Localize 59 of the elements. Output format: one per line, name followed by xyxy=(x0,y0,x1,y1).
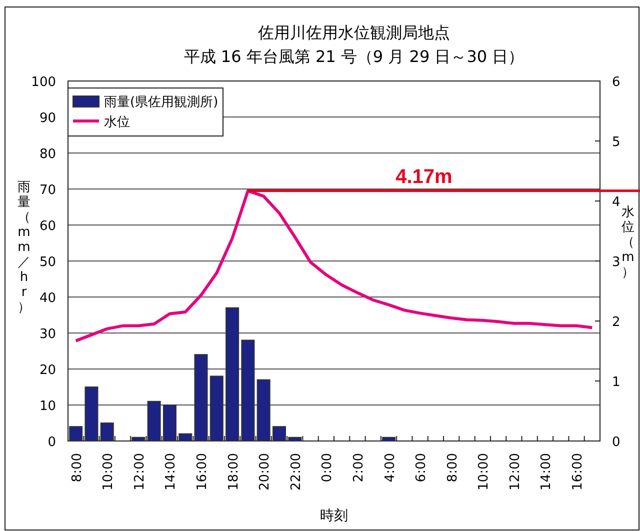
x-tick-label: 0:00 xyxy=(320,453,336,482)
text: 雨量（mm／hr） xyxy=(18,180,30,315)
x-tick-label: 22:00 xyxy=(288,453,304,490)
y-tick-label: 20 xyxy=(39,363,56,378)
legend-label: 水位 xyxy=(104,115,130,130)
chart-title: 佐用川佐用水位観測局地点 xyxy=(258,23,450,42)
y-tick-label: 30 xyxy=(39,327,56,342)
x-tick-label: 12:00 xyxy=(508,453,523,490)
y2-tick-label: 1 xyxy=(612,375,620,390)
x-tick-label: 6:00 xyxy=(414,453,430,482)
y-tick-label: 90 xyxy=(39,111,56,126)
x-tick-label: 18:00 xyxy=(226,453,242,490)
bar xyxy=(272,426,286,442)
bar xyxy=(84,386,98,442)
y-tick-label: 10 xyxy=(39,399,56,414)
y-tick-label: 0 xyxy=(48,435,56,450)
x-tick-label: 8:00 xyxy=(70,453,85,482)
x-tick-label: 4:00 xyxy=(382,453,398,482)
bar xyxy=(241,340,255,442)
y-tick-label: 40 xyxy=(39,291,56,306)
y2-tick-label: 6 xyxy=(612,75,620,90)
chart-subtitle: 平成 16 年台風第 21 号（9 月 29 日～30 日） xyxy=(184,47,524,66)
x-tick-label: 20:00 xyxy=(258,453,273,490)
bar xyxy=(162,404,176,442)
x-tick-label: 16:00 xyxy=(570,453,586,490)
x-tick-label: 16:00 xyxy=(195,453,210,490)
line-series xyxy=(74,189,594,342)
bar xyxy=(147,400,161,442)
y-tick-label: 100 xyxy=(31,75,56,90)
y-tick-label: 80 xyxy=(39,147,56,162)
x-axis-title: 時刻 xyxy=(320,508,348,524)
y2-tick-label: 3 xyxy=(612,255,620,270)
bar xyxy=(132,436,146,442)
y-tick-label: 50 xyxy=(39,255,56,270)
x-tick-label: 14:00 xyxy=(164,453,179,490)
bar xyxy=(382,436,396,442)
x-tick-label: 12:00 xyxy=(132,453,148,490)
x-tick-label: 8:00 xyxy=(445,453,460,482)
bar xyxy=(256,379,270,442)
y2-tick-label: 2 xyxy=(612,315,620,330)
x-tick-label: 10:00 xyxy=(101,453,116,490)
y-tick-label: 70 xyxy=(39,183,56,198)
bar xyxy=(178,433,192,442)
bar xyxy=(100,422,114,442)
y2-tick-label: 5 xyxy=(612,135,620,150)
bar xyxy=(210,376,224,442)
x-tick-label: 2:00 xyxy=(351,453,366,482)
bar xyxy=(194,354,208,442)
y2-tick-label: 4 xyxy=(612,195,620,210)
legend-label: 雨量(県佐用観測所) xyxy=(104,95,218,110)
bar xyxy=(226,307,240,442)
x-tick-label: 10:00 xyxy=(476,453,492,490)
bar xyxy=(288,436,302,442)
y2-tick-label: 0 xyxy=(612,435,620,450)
y2-axis-title: 水位（m） xyxy=(622,205,634,280)
x-tick-label: 14:00 xyxy=(539,453,554,490)
bar xyxy=(69,426,83,442)
ref-line-label: 4.17m xyxy=(396,166,452,188)
y-tick-label: 60 xyxy=(39,219,56,234)
